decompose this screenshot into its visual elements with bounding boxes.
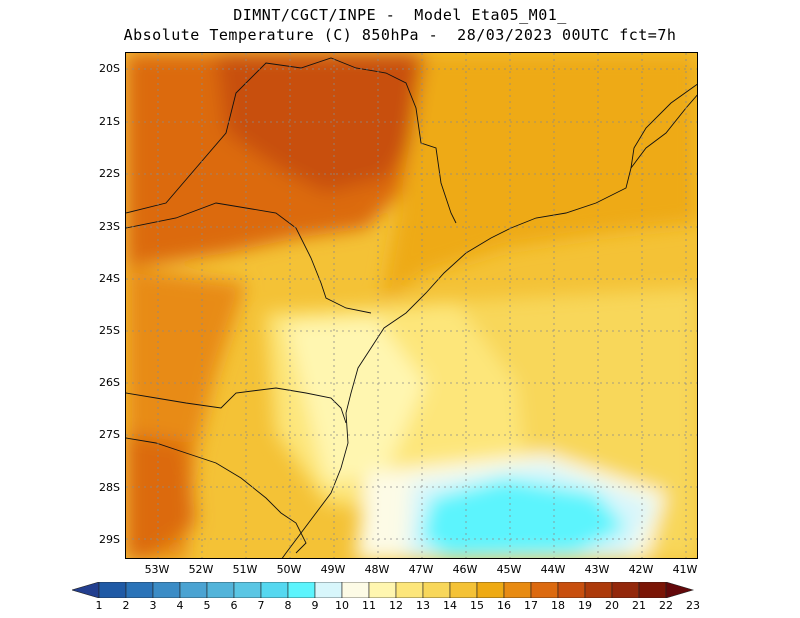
colorbar-label: 21 — [632, 599, 646, 612]
lon-tick-label: 51W — [232, 563, 258, 576]
map-plot-area — [125, 52, 698, 559]
colorbar-swatch — [530, 582, 559, 598]
temp-region-south-interior-core — [126, 433, 196, 558]
colorbar-swatch — [125, 582, 154, 598]
lat-tick-label: 25S — [99, 324, 120, 337]
colorbar-swatch — [314, 582, 343, 598]
map-title-line-2: Absolute Temperature (C) 850hPa - 28/03/… — [123, 26, 677, 44]
colorbar-swatch — [449, 582, 478, 598]
colorbar-label: 13 — [416, 599, 430, 612]
colorbar-swatch — [503, 582, 532, 598]
colorbar-label: 1 — [95, 599, 103, 612]
coastline-and-borders — [126, 57, 697, 558]
colorbar-label: 5 — [203, 599, 211, 612]
colorbar-swatch — [72, 582, 100, 598]
colorbar-label: 14 — [443, 599, 457, 612]
colorbar-label: 12 — [389, 599, 403, 612]
colorbar-swatch — [422, 582, 451, 598]
colorbar-swatches — [72, 582, 695, 598]
colorbar-swatch — [233, 582, 262, 598]
lat-tick-label: 22S — [99, 167, 120, 180]
lat-tick-label: 26S — [99, 376, 120, 389]
temp-region-coastal-belt — [381, 53, 697, 303]
colorbar-label: 15 — [470, 599, 484, 612]
lon-tick-label: 43W — [584, 563, 610, 576]
temperature-map — [126, 53, 697, 558]
colorbar-swatch — [395, 582, 424, 598]
lon-tick-label: 49W — [320, 563, 346, 576]
state-border-north — [126, 57, 457, 224]
colorbar-swatch — [98, 582, 127, 598]
lat-tick-label: 24S — [99, 272, 120, 285]
colorbar-swatch — [179, 582, 208, 598]
colorbar-label: 20 — [605, 599, 619, 612]
lon-tick-label: 47W — [408, 563, 434, 576]
state-border-southwest — [126, 437, 307, 554]
lon-tick-label: 53W — [144, 563, 170, 576]
lon-tick-label: 48W — [364, 563, 390, 576]
temp-region-cold-pocket-core — [421, 478, 626, 556]
colorbar-swatch — [638, 582, 667, 598]
colorbar-label: 19 — [578, 599, 592, 612]
colorbar-label: 4 — [176, 599, 184, 612]
colorbar-swatch — [476, 582, 505, 598]
state-border-central — [126, 202, 372, 314]
colorbar-swatch — [341, 582, 370, 598]
lat-tick-label: 28S — [99, 481, 120, 494]
colorbar-label: 9 — [311, 599, 319, 612]
map-title-line-1: DIMNT/CGCT/INPE - Model Eta05_M01_ — [233, 6, 567, 24]
lat-tick-label: 23S — [99, 220, 120, 233]
colorbar-label: 23 — [686, 599, 700, 612]
colorbar-swatch — [368, 582, 397, 598]
colorbar-label: 10 — [335, 599, 349, 612]
lat-tick-label: 27S — [99, 428, 120, 441]
lon-tick-label: 44W — [540, 563, 566, 576]
colorbar-label: 18 — [551, 599, 565, 612]
colorbar-swatch — [557, 582, 586, 598]
lat-lon-grid — [126, 53, 697, 558]
colorbar-label: 7 — [257, 599, 265, 612]
colorbar-swatch — [287, 582, 316, 598]
colorbar-label: 2 — [122, 599, 130, 612]
colorbar-swatch — [152, 582, 181, 598]
lon-tick-label: 50W — [276, 563, 302, 576]
temperature-colorbar — [72, 582, 695, 598]
colorbar-label: 22 — [659, 599, 673, 612]
colorbar-label: 6 — [230, 599, 238, 612]
lat-tick-label: 20S — [99, 62, 120, 75]
lat-tick-label: 21S — [99, 115, 120, 128]
lon-tick-label: 46W — [452, 563, 478, 576]
lon-tick-label: 52W — [188, 563, 214, 576]
temp-region-hot-core — [216, 53, 418, 193]
colorbar-label: 16 — [497, 599, 511, 612]
state-border-south — [126, 387, 347, 424]
lon-tick-label: 42W — [628, 563, 654, 576]
colorbar-label: 17 — [524, 599, 538, 612]
colorbar-swatch — [611, 582, 640, 598]
colorbar-swatch — [665, 582, 695, 598]
colorbar-swatch — [584, 582, 613, 598]
colorbar-swatch — [260, 582, 289, 598]
colorbar-label: 3 — [149, 599, 157, 612]
lat-tick-label: 29S — [99, 533, 120, 546]
colorbar-swatch — [206, 582, 235, 598]
colorbar-label: 11 — [362, 599, 376, 612]
lon-tick-label: 41W — [672, 563, 698, 576]
state-border-northeast — [630, 94, 697, 169]
lon-tick-label: 45W — [496, 563, 522, 576]
atlantic-coastline — [281, 83, 697, 558]
temp-region-cool-plateau-core — [286, 318, 426, 483]
colorbar-label: 8 — [284, 599, 292, 612]
